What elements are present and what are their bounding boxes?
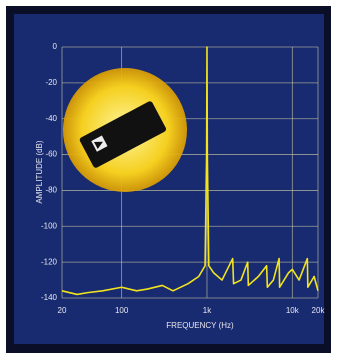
- y-tick-label: -80: [45, 186, 57, 195]
- y-tick-label: 0: [53, 42, 58, 51]
- page: FREQUENCY (Hz) AMPLITUDE (dB) 0 -20 -40 -60…: [0, 0, 337, 359]
- y-tick-label: -40: [45, 114, 57, 123]
- y-tick-label: -60: [45, 150, 57, 159]
- x-tick-label: 20k: [312, 306, 326, 315]
- x-tick-label: 100: [115, 306, 129, 315]
- y-tick-label: -100: [41, 221, 58, 230]
- x-axis-label: FREQUENCY (Hz): [166, 321, 234, 330]
- y-tick-label: -140: [41, 293, 58, 302]
- x-tick-label: 1k: [203, 306, 212, 315]
- x-tick-label: 10k: [286, 306, 300, 315]
- y-axis-label: AMPLITUDE (dB): [35, 140, 44, 203]
- y-tick-label: -20: [45, 78, 57, 87]
- x-tick-label: 20: [58, 306, 67, 315]
- chart: FREQUENCY (Hz) AMPLITUDE (dB) 0 -20 -40 -60…: [0, 0, 337, 359]
- y-tick-label: -120: [41, 257, 58, 266]
- panel: [14, 14, 324, 344]
